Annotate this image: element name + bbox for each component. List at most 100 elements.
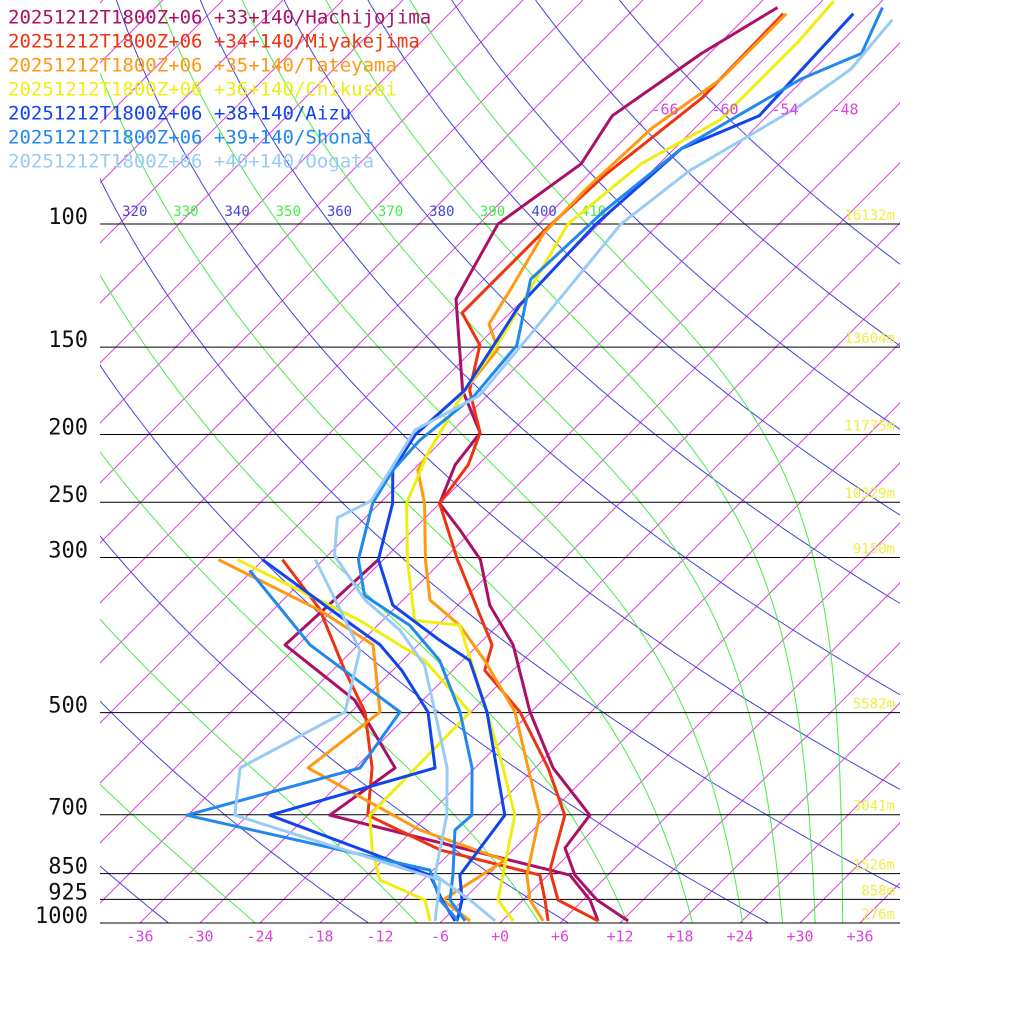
dry-adiabat (199, 0, 900, 696)
temperature-line (376, 12, 855, 922)
y-tick-label: 925 (48, 880, 88, 905)
isotherm (100, 0, 404, 304)
dry-adiabat-label: 320 (122, 204, 147, 220)
x-tick-label: -30 (186, 928, 213, 946)
isotherm (100, 0, 284, 184)
moist-adiabat (100, 274, 628, 923)
dry-adiabat (100, 700, 369, 923)
legend-entry: 20251212T1800Z+06 +35+140/Tateyama (8, 55, 397, 77)
isotherm-label: -66 (651, 101, 678, 119)
dry-adiabat (100, 535, 569, 923)
moist-adiabat (100, 71, 694, 923)
moist-adiabat (100, 450, 540, 923)
x-tick-label: -36 (126, 928, 153, 946)
isotherm (100, 102, 900, 904)
x-tick-label: +24 (726, 928, 753, 946)
moist-adiabat (157, 0, 744, 923)
moist-adiabat-label: 310 (71, 204, 96, 220)
moist-adiabat-label: 390 (480, 204, 505, 220)
isotherm (739, 762, 900, 923)
isotherm (379, 402, 900, 923)
dewpoint-line (283, 558, 600, 922)
isotherm (559, 582, 900, 923)
moist-adiabat-label: 370 (378, 204, 403, 220)
x-tick-label: +30 (786, 928, 813, 946)
isotherm (100, 42, 900, 844)
moist-adiabat (325, 0, 816, 923)
texts: -66 -60 -54 -48 100 16132m 150 13604m 200 11775m 2… (8, 7, 895, 946)
isotherm (100, 0, 524, 424)
isotherm (679, 702, 900, 923)
y-tick-label: 850 (48, 855, 88, 880)
height-label: 3041m (853, 799, 895, 815)
legend-entry: 20251212T1800Z+06 +33+140/Hachijojima (8, 7, 431, 29)
y-tick-label: 100 (48, 205, 88, 230)
x-tick-label: -24 (246, 928, 273, 946)
dry-adiabat-label: 340 (224, 204, 249, 220)
legend-entry: 20251212T1800Z+06 +36+140/Chikusei (8, 79, 397, 101)
dry-adiabat (100, 364, 769, 923)
y-tick-label: 200 (48, 415, 88, 440)
dry-adiabat-label: 400 (532, 204, 557, 220)
y-tick-label: 1000 (35, 904, 88, 929)
height-label: 11775m (844, 418, 895, 434)
x-tick-label: -12 (366, 928, 393, 946)
moist-adiabat (241, 0, 783, 923)
profiles (185, 0, 894, 923)
temperature-line (405, 0, 835, 922)
dewpoint-line (233, 558, 442, 922)
isotherm (100, 0, 344, 244)
y-tick-label: 700 (48, 796, 88, 821)
y-tick-label: 300 (48, 539, 88, 564)
isotherm (499, 522, 900, 923)
legend-entry: 20251212T1800Z+06 +39+140/Shonai (8, 127, 374, 149)
dry-adiabat (451, 0, 900, 430)
temperature-line (333, 18, 894, 923)
dewpoint-line (236, 558, 472, 922)
dry-adiabat (367, 0, 900, 516)
y-tick-label: 250 (48, 483, 88, 508)
dewpoint-line (217, 558, 507, 923)
legend-entry: 20251212T1800Z+06 +34+140/Miyakejima (8, 31, 420, 53)
height-label: 276m (861, 907, 895, 923)
dry-adiabat (619, 0, 900, 265)
isotherm (100, 0, 704, 604)
y-tick-label: 150 (48, 328, 88, 353)
x-tick-label: +0 (491, 928, 509, 946)
moist-adiabat (409, 0, 844, 923)
dry-adiabat (100, 177, 900, 889)
x-tick-label: +12 (606, 928, 633, 946)
x-tick-label: -18 (306, 928, 333, 946)
isotherm (139, 162, 900, 923)
isotherm (319, 342, 900, 923)
temperature-line (438, 6, 779, 923)
isotherm-label: -48 (831, 101, 858, 119)
dry-adiabat (535, 0, 900, 347)
dry-adiabat-label: 360 (327, 204, 352, 220)
isotherm (100, 0, 644, 544)
isotherm (100, 0, 584, 484)
y-tick-label: 500 (48, 694, 88, 719)
moist-adiabat-label: 350 (276, 204, 301, 220)
x-tick-label: +36 (846, 928, 873, 946)
height-label: 858m (861, 883, 895, 899)
height-label: 16132m (844, 208, 895, 224)
height-label: 13604m (844, 331, 895, 347)
dry-adiabat (115, 0, 900, 790)
isotherm (619, 642, 900, 923)
temperature-line (416, 12, 788, 922)
height-label: 9150m (853, 542, 895, 558)
isotherm (100, 0, 464, 364)
isotherm (439, 462, 900, 923)
dry-adiabat-label: 380 (429, 204, 454, 220)
isotherm-label: -60 (711, 101, 738, 119)
moist-adiabat-label: 330 (173, 204, 198, 220)
height-label: 5582m (853, 697, 895, 713)
dewpoint-line (281, 558, 550, 922)
legend-entry: 20251212T1800Z+06 +38+140/Aizu (8, 103, 351, 125)
dry-adiabat (283, 0, 900, 604)
x-tick-label: +6 (551, 928, 569, 946)
x-tick-label: +18 (666, 928, 693, 946)
